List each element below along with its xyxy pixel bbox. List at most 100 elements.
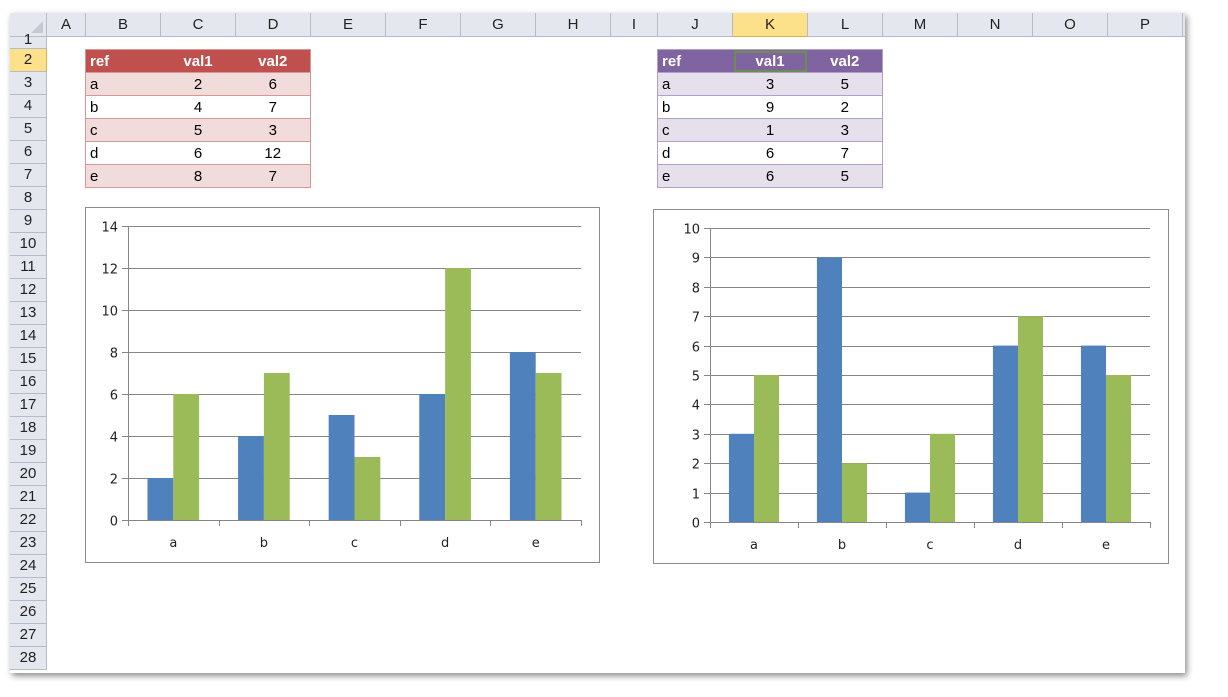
row-header-25[interactable]: 25 xyxy=(10,578,47,601)
cell-ref[interactable]: d xyxy=(657,141,733,165)
cell-val2[interactable]: 3 xyxy=(235,118,311,142)
bar-val1-c[interactable] xyxy=(904,492,930,522)
row-header-23[interactable]: 23 xyxy=(10,532,47,555)
cell-val1[interactable]: 3 xyxy=(732,72,808,96)
row-header-19[interactable]: 19 xyxy=(10,440,47,463)
row-header-6[interactable]: 6 xyxy=(10,141,47,164)
bar-val2-d[interactable] xyxy=(1018,316,1044,522)
cell-val2[interactable]: 7 xyxy=(235,95,311,119)
cell-ref[interactable]: b xyxy=(657,95,733,119)
row-header-15[interactable]: 15 xyxy=(10,348,47,371)
column-header-a[interactable]: A xyxy=(47,13,86,37)
row-header-27[interactable]: 27 xyxy=(10,624,47,647)
bar-val1-a[interactable] xyxy=(147,478,174,520)
cell-ref[interactable]: c xyxy=(85,118,161,142)
row-header-3[interactable]: 3 xyxy=(10,72,47,95)
cell-val1[interactable]: 8 xyxy=(160,164,236,188)
header-val1[interactable]: val1 xyxy=(160,49,236,73)
cell-val2[interactable]: 5 xyxy=(807,72,883,96)
header-ref[interactable]: ref xyxy=(657,49,733,73)
column-header-g[interactable]: G xyxy=(461,13,536,37)
row-header-21[interactable]: 21 xyxy=(10,486,47,509)
select-all-corner[interactable] xyxy=(10,13,47,37)
column-header-j[interactable]: J xyxy=(658,13,733,37)
cell-ref[interactable]: e xyxy=(85,164,161,188)
row-header-8[interactable]: 8 xyxy=(10,187,47,210)
bar-val1-e[interactable] xyxy=(1080,345,1106,522)
row-header-1[interactable]: 1 xyxy=(10,32,47,49)
row-header-26[interactable]: 26 xyxy=(10,601,47,624)
bar-val1-b[interactable] xyxy=(238,436,264,520)
bar-val2-c[interactable] xyxy=(930,433,956,522)
row-header-5[interactable]: 5 xyxy=(10,118,47,141)
bar-val1-b[interactable] xyxy=(816,257,842,522)
header-val2[interactable]: val2 xyxy=(235,49,311,73)
bar-val1-d[interactable] xyxy=(992,345,1018,522)
row-header-16[interactable]: 16 xyxy=(10,371,47,394)
row-header-20[interactable]: 20 xyxy=(10,463,47,486)
cell-val2[interactable]: 2 xyxy=(807,95,883,119)
column-header-l[interactable]: L xyxy=(808,13,883,37)
bar-val1-c[interactable] xyxy=(328,415,355,520)
cell-val1[interactable]: 9 xyxy=(732,95,808,119)
bar-val1-e[interactable] xyxy=(509,352,536,520)
bar-val2-e[interactable] xyxy=(535,373,562,520)
bar-val2-e[interactable] xyxy=(1106,375,1132,522)
row-header-13[interactable]: 13 xyxy=(10,302,47,325)
column-header-p[interactable]: P xyxy=(1108,13,1183,37)
row-header-9[interactable]: 9 xyxy=(10,210,47,233)
header-val2[interactable]: val2 xyxy=(807,49,883,73)
cell-ref[interactable]: a xyxy=(85,72,161,96)
row-header-7[interactable]: 7 xyxy=(10,164,47,187)
cell-ref[interactable]: a xyxy=(657,72,733,96)
header-ref[interactable]: ref xyxy=(85,49,161,73)
cell-val1[interactable]: 6 xyxy=(732,141,808,165)
row-header-24[interactable]: 24 xyxy=(10,555,47,578)
row-header-11[interactable]: 11 xyxy=(10,256,47,279)
column-header-m[interactable]: M xyxy=(883,13,958,37)
cell-ref[interactable]: b xyxy=(85,95,161,119)
cell-val1[interactable]: 6 xyxy=(160,141,236,165)
cell-val2[interactable]: 7 xyxy=(807,141,883,165)
cell-val2[interactable]: 6 xyxy=(235,72,311,96)
column-header-e[interactable]: E xyxy=(311,13,386,37)
column-header-i[interactable]: I xyxy=(611,13,658,37)
bar-val1-a[interactable] xyxy=(728,433,754,522)
bar-chart-right[interactable]: 0 1 2 3 4 5 6 7 8 9 10 a b c d e xyxy=(653,209,1169,564)
cell-val1[interactable]: 2 xyxy=(160,72,236,96)
cell-ref[interactable]: e xyxy=(657,164,733,188)
cell-val1[interactable]: 5 xyxy=(160,118,236,142)
column-header-b[interactable]: B xyxy=(86,13,161,37)
column-header-d[interactable]: D xyxy=(236,13,311,37)
row-header-18[interactable]: 18 xyxy=(10,417,47,440)
bar-val2-b[interactable] xyxy=(842,463,868,522)
row-header-14[interactable]: 14 xyxy=(10,325,47,348)
row-header-28[interactable]: 28 xyxy=(10,647,47,670)
bar-val2-a[interactable] xyxy=(173,394,200,520)
row-header-12[interactable]: 12 xyxy=(10,279,47,302)
bar-val2-a[interactable] xyxy=(754,375,780,522)
bar-val2-c[interactable] xyxy=(354,457,381,520)
cell-ref[interactable]: d xyxy=(85,141,161,165)
cell-val1[interactable]: 6 xyxy=(732,164,808,188)
header-val1-selected-cell[interactable]: val1 xyxy=(732,49,808,73)
row-header-4[interactable]: 4 xyxy=(10,95,47,118)
cell-val1[interactable]: 1 xyxy=(732,118,808,142)
bar-val2-b[interactable] xyxy=(263,373,290,520)
cell-val2[interactable]: 7 xyxy=(235,164,311,188)
column-header-h[interactable]: H xyxy=(536,13,611,37)
column-header-k[interactable]: K xyxy=(733,13,808,37)
bar-val2-d[interactable] xyxy=(445,268,471,520)
cell-val2[interactable]: 5 xyxy=(807,164,883,188)
row-header-17[interactable]: 17 xyxy=(10,394,47,417)
row-header-22[interactable]: 22 xyxy=(10,509,47,532)
column-header-o[interactable]: O xyxy=(1033,13,1108,37)
column-header-q[interactable] xyxy=(1183,13,1185,37)
cell-val2[interactable]: 12 xyxy=(235,141,311,165)
column-header-n[interactable]: N xyxy=(958,13,1033,37)
row-header-10[interactable]: 10 xyxy=(10,233,47,256)
bar-chart-left[interactable]: 0 2 4 6 8 10 12 14 a b c d e xyxy=(85,207,600,563)
column-header-f[interactable]: F xyxy=(386,13,461,37)
column-header-c[interactable]: C xyxy=(161,13,236,37)
